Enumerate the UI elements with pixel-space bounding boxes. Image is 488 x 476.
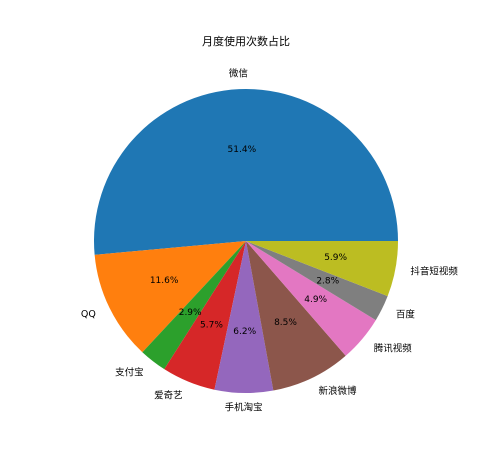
pie-slices [94,89,398,394]
slice-category-label: 抖音短视频 [410,265,458,277]
slice-pct-label: 2.9% [179,308,202,318]
slice-pct-label: 6.2% [233,327,256,337]
chart-title: 月度使用次数占比 [202,34,290,48]
slice-category-label: 支付宝 [115,367,144,379]
slice-pct-label: 5.9% [324,253,347,263]
pie-slice-7 [246,241,388,321]
slice-category-label: 百度 [396,309,416,321]
pie-slice-0 [94,89,398,255]
slice-category-label: 手机淘宝 [225,402,263,414]
pie-slice-8 [246,241,398,297]
slice-category-label: 新浪微博 [318,385,357,397]
slice-pct-label: 51.4% [228,145,257,155]
slice-category-label: 腾讯视频 [374,342,413,354]
slice-category-label: QQ [81,309,96,320]
pie-labels: 51.4% 微信 11.6% QQ 2.9% 支付宝 5.7% 爱奇艺 6.2% 手机淘宝 8.5%… [81,67,458,413]
pie-slice-3 [164,241,246,390]
slice-pct-label: 2.8% [316,276,339,286]
slice-pct-label: 8.5% [274,318,297,328]
pie-slice-2 [142,241,246,370]
slice-pct-label: 4.9% [304,295,327,305]
pie-slice-1 [94,241,246,353]
pie-slice-6 [246,241,376,356]
slice-pct-label: 11.6% [150,276,179,286]
slice-category-label: 微信 [229,67,248,79]
pie-slice-5 [246,241,346,391]
slice-pct-label: 5.7% [200,320,223,330]
pie-slice-4 [214,241,274,394]
slice-category-label: 爱奇艺 [154,389,183,401]
